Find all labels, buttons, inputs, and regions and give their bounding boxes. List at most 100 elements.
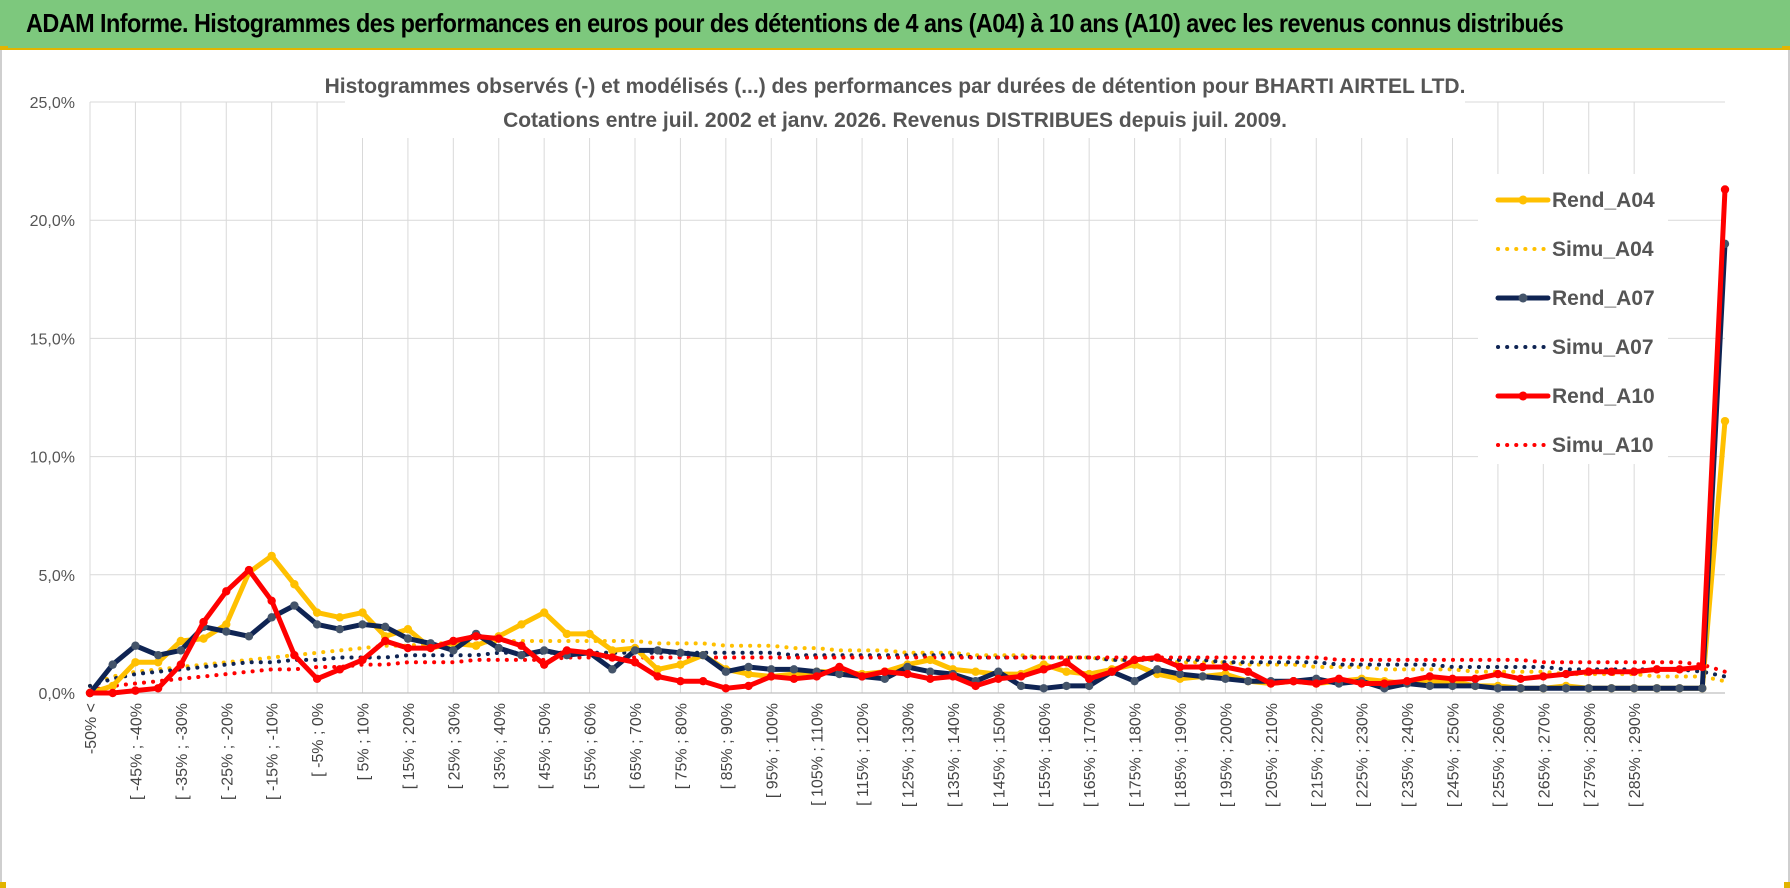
x-tick-label: [ 205% ; 210% [1264, 703, 1281, 807]
data-point [403, 643, 413, 653]
data-point [176, 646, 186, 655]
x-tick-label: [ 125% ; 130% [901, 703, 918, 807]
data-point [153, 658, 163, 667]
data-point [1107, 667, 1117, 676]
data-point [494, 643, 503, 653]
data-point [608, 665, 617, 674]
data-point [1516, 684, 1525, 693]
data-point [744, 662, 753, 672]
data-point [903, 662, 912, 672]
banner-accent-right [1782, 46, 1790, 50]
x-tick-label: [ 265% ; 270% [1536, 703, 1553, 807]
data-point [222, 627, 231, 636]
x-tick-label: [ 5% ; 10% [356, 703, 373, 780]
data-point [1221, 674, 1230, 684]
data-point [449, 646, 458, 655]
legend-box [1478, 174, 1668, 464]
x-tick-label: [ -45% ; -40% [128, 703, 145, 800]
legend-label: Rend_A04 [1552, 189, 1655, 212]
data-point [630, 658, 640, 667]
data-point [789, 674, 799, 684]
banner-accent-left [0, 46, 8, 50]
x-tick-label: [ 65% ; 70% [628, 703, 645, 789]
x-axis-ticks: -50% < [ -45% ; -40% [ -35% ; -30% [ -25% ;… [83, 703, 1644, 807]
data-point [585, 648, 594, 658]
data-point [1493, 669, 1503, 679]
data-point [1357, 679, 1366, 688]
data-point [267, 551, 276, 561]
data-point [994, 667, 1003, 676]
data-point [1584, 667, 1593, 676]
y-tick-label: 10,0% [30, 450, 75, 467]
data-point [789, 665, 799, 674]
data-point [1334, 674, 1344, 684]
x-tick-label: [ 85% ; 90% [719, 703, 736, 789]
x-tick-label: [ 195% ; 200% [1218, 703, 1235, 807]
data-point [108, 660, 117, 669]
data-point [1266, 679, 1276, 688]
header-banner: ADAM Informe. Histogrammes des performan… [0, 0, 1790, 50]
data-point [1130, 655, 1139, 665]
data-point [267, 613, 276, 622]
x-tick-label: [ 235% ; 240% [1400, 703, 1417, 807]
data-point [1425, 672, 1434, 681]
data-point [312, 674, 322, 684]
x-tick-label: [ 185% ; 190% [1173, 703, 1190, 807]
data-point [948, 672, 958, 681]
data-point [381, 636, 390, 646]
legend-label: Rend_A07 [1552, 287, 1655, 310]
data-point [290, 601, 299, 610]
line-chart: 0,0% 5,0% 10,0% 15,0% 20,0% 25,0% -50% < [ -45… [30, 62, 1730, 807]
data-point [131, 641, 140, 650]
data-point [199, 634, 208, 643]
x-tick-label: [ 15% ; 20% [401, 703, 418, 789]
data-point [1720, 185, 1730, 194]
data-point [1425, 681, 1434, 691]
report-title: ADAM Informe. Histogrammes des performan… [26, 8, 1564, 38]
data-point [153, 684, 163, 693]
frame-accent-left [0, 882, 6, 888]
chart-title-line-2: Cotations entre juil. 2002 et janv. 2026… [503, 109, 1287, 132]
x-tick-label: [ 25% ; 30% [446, 703, 463, 789]
x-tick-label: [ 35% ; 40% [492, 703, 509, 789]
legend: Rend_A04 Simu_A04 Rend_A07 Simu_A07 Rend_A10… [1478, 174, 1668, 464]
legend-marker [1518, 293, 1528, 303]
data-point [1153, 665, 1162, 674]
data-point [358, 620, 367, 629]
data-point [494, 634, 503, 643]
data-point [676, 648, 685, 658]
x-tick-label: -50% < [83, 703, 100, 754]
data-point [1561, 669, 1571, 679]
x-tick-label: [ -15% ; -10% [265, 703, 282, 800]
data-point [244, 565, 254, 575]
data-point [222, 620, 231, 629]
data-point [471, 641, 481, 650]
data-point [880, 667, 889, 676]
data-point [1607, 667, 1616, 676]
x-tick-label: [ -25% ; -20% [219, 703, 236, 800]
data-point [676, 676, 685, 686]
data-point [312, 620, 322, 629]
data-point [358, 608, 367, 617]
data-point [1584, 684, 1593, 693]
data-point [1062, 667, 1071, 676]
x-tick-label: [ 75% ; 80% [673, 703, 690, 789]
data-point [426, 643, 435, 653]
x-tick-label: [ 105% ; 110% [810, 703, 827, 806]
data-point [653, 672, 662, 681]
data-point [1062, 658, 1071, 667]
data-point [403, 634, 413, 643]
data-point [994, 674, 1003, 684]
data-point [744, 681, 753, 691]
data-point [608, 646, 617, 655]
data-point [1198, 672, 1207, 681]
data-point [1062, 681, 1071, 691]
y-tick-label: 25,0% [30, 95, 75, 112]
data-point [381, 622, 390, 632]
data-point [926, 667, 935, 676]
data-point [1016, 672, 1026, 681]
data-point [1039, 684, 1048, 693]
data-point [1402, 676, 1412, 686]
data-point [562, 646, 572, 655]
data-point [1198, 662, 1207, 672]
